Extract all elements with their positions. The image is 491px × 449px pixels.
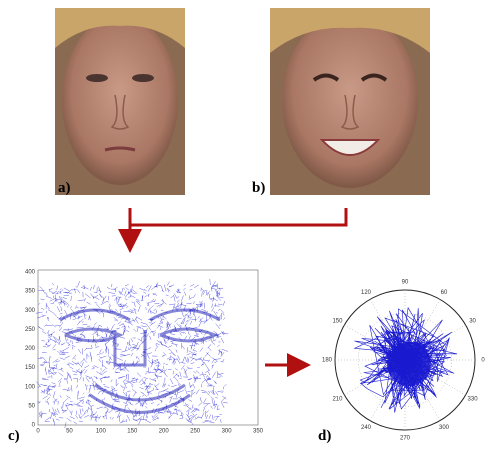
face-photo-b xyxy=(270,8,430,195)
angle-label: 300 xyxy=(439,425,450,431)
figure: a) b) 0501001502002503003500501001502002… xyxy=(0,0,491,449)
y-tick-label: 250 xyxy=(25,327,36,333)
angle-label: 180 xyxy=(322,358,333,364)
angle-label: 240 xyxy=(361,425,372,431)
angle-label: 150 xyxy=(332,319,343,325)
x-tick-label: 250 xyxy=(190,429,201,435)
angle-label: 30 xyxy=(469,319,476,325)
y-tick-label: 400 xyxy=(25,270,36,276)
face-photo-a xyxy=(55,8,185,195)
panel-label: a) xyxy=(58,180,71,196)
x-tick-label: 200 xyxy=(159,429,170,435)
angle-label: 210 xyxy=(332,397,343,403)
y-tick-label: 150 xyxy=(25,365,36,371)
angle-label: 270 xyxy=(400,436,411,442)
y-tick-label: 350 xyxy=(25,289,36,295)
x-tick-label: 150 xyxy=(127,429,138,435)
y-tick-label: 50 xyxy=(28,403,35,409)
polar-core xyxy=(387,342,431,386)
angle-label: 60 xyxy=(441,290,448,296)
x-tick-label: 350 xyxy=(253,429,264,435)
panel-label: b) xyxy=(252,180,265,196)
y-tick-label: 200 xyxy=(25,346,36,352)
vector-field-plot: 0 50 100 150 200 250 300 350 0 50 100 150 200 250 300 3… xyxy=(25,270,264,435)
x-tick-label: 0 xyxy=(36,429,40,435)
panel-label: d) xyxy=(318,428,331,444)
y-tick-label: 100 xyxy=(25,384,36,390)
angle-label: 90 xyxy=(402,280,409,286)
y-tick-label: 300 xyxy=(25,308,36,314)
y-tick-label: 0 xyxy=(32,423,36,429)
angle-label: 0 xyxy=(481,358,485,364)
angle-label: 120 xyxy=(361,290,372,296)
angle-label: 330 xyxy=(468,397,479,403)
panel-label: c) xyxy=(8,428,20,444)
x-tick-label: 50 xyxy=(66,429,73,435)
polar-plot: 0 30 60 90 120 150 180 210 240 270 300 330 xyxy=(322,280,485,442)
x-tick-label: 100 xyxy=(96,429,107,435)
x-tick-label: 300 xyxy=(222,429,233,435)
page: a) b) 0501001502002503003500501001502002… xyxy=(0,0,491,449)
